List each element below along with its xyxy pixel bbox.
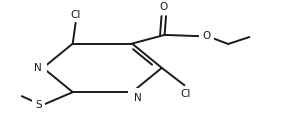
- Text: O: O: [202, 31, 210, 41]
- Text: N: N: [133, 93, 141, 103]
- Text: O: O: [160, 2, 168, 12]
- Text: S: S: [35, 100, 42, 110]
- Text: Cl: Cl: [181, 89, 191, 99]
- Text: Cl: Cl: [70, 10, 81, 20]
- Text: N: N: [34, 63, 42, 73]
